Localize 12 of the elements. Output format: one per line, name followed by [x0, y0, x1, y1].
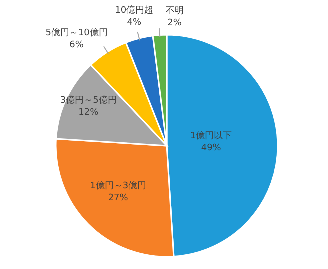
- slice-label: 1億円～3億円: [90, 180, 147, 192]
- slice-label: 1億円以下: [190, 130, 232, 142]
- data-label: 27%: [108, 194, 129, 204]
- data-label: 2%: [168, 18, 182, 28]
- slice-label: 3億円～5億円: [60, 95, 117, 106]
- data-label: 4%: [127, 18, 142, 28]
- slice-label: 5億円～10億円: [46, 27, 108, 38]
- slice-label: 不明: [166, 5, 184, 16]
- data-label: 12%: [78, 108, 100, 118]
- data-label: 6%: [70, 40, 84, 50]
- slice-label: 10億円超: [115, 5, 154, 16]
- data-label: 49%: [201, 144, 222, 154]
